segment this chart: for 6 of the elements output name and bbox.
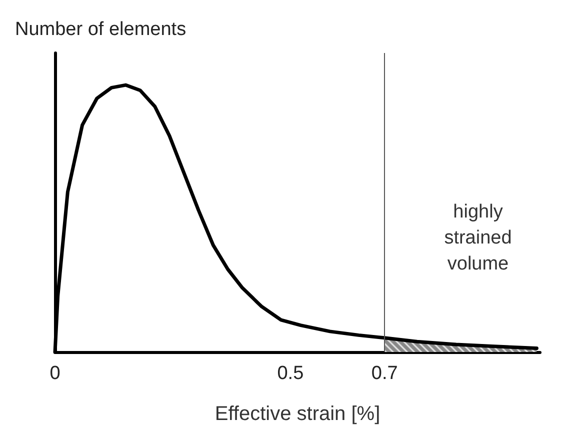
x-tick-label: 0.5 [277,363,304,384]
x-tick-label: 0 [50,363,60,384]
x-tick-label: 0.7 [371,363,398,384]
y-axis-title: Number of elements [15,19,186,40]
annotation: highly strained volume [444,202,512,274]
x-axis-title: Effective strain [%] [214,403,380,425]
